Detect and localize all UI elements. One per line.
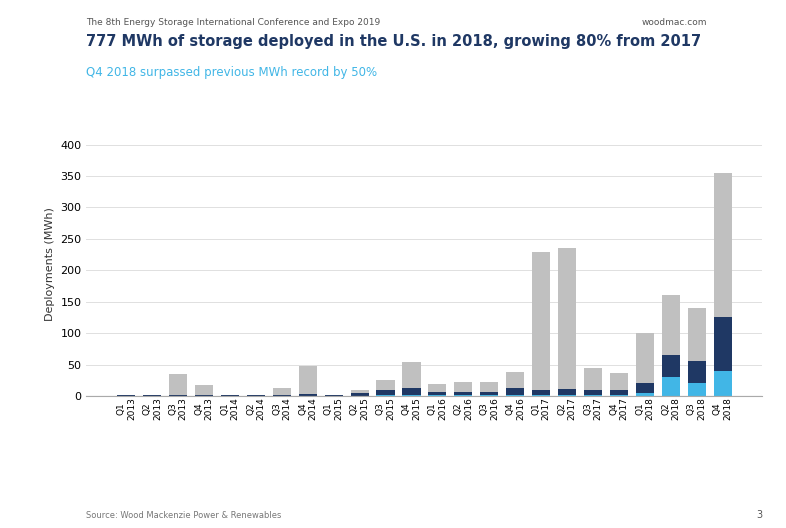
Bar [584, 390, 602, 395]
Bar [299, 366, 317, 394]
Bar [402, 362, 421, 389]
Bar [402, 395, 421, 396]
Bar [688, 308, 706, 362]
Bar [402, 389, 421, 395]
Bar [688, 362, 706, 383]
Bar [117, 395, 135, 396]
Bar [506, 372, 524, 388]
Bar [714, 317, 732, 371]
Bar [221, 395, 239, 396]
Bar [506, 395, 524, 396]
Text: 3: 3 [756, 510, 762, 520]
Bar [428, 395, 446, 396]
Bar [714, 173, 732, 317]
Bar [558, 248, 576, 389]
Bar [636, 393, 654, 396]
Bar [273, 388, 291, 395]
Bar [636, 383, 654, 393]
Bar [688, 383, 706, 396]
Bar [169, 374, 187, 395]
Bar [584, 395, 602, 396]
Text: woodmac.com: woodmac.com [642, 18, 707, 27]
Bar [558, 395, 576, 396]
Bar [532, 252, 550, 390]
Bar [610, 390, 628, 395]
Bar [273, 395, 291, 396]
Bar [558, 389, 576, 395]
Bar [247, 395, 265, 396]
Bar [454, 382, 472, 392]
Bar [143, 395, 161, 396]
Bar [376, 395, 395, 396]
Bar [325, 395, 343, 396]
Bar [662, 296, 680, 355]
Bar [454, 392, 472, 395]
Bar [480, 392, 498, 395]
Bar [428, 384, 446, 392]
Bar [662, 377, 680, 396]
Text: Q4 2018 surpassed previous MWh record by 50%: Q4 2018 surpassed previous MWh record by… [86, 66, 377, 79]
Bar [195, 395, 213, 396]
Bar [480, 395, 498, 396]
Text: 777 MWh of storage deployed in the U.S. in 2018, growing 80% from 2017: 777 MWh of storage deployed in the U.S. … [86, 34, 702, 49]
Bar [169, 395, 187, 396]
Bar [532, 390, 550, 395]
Bar [662, 355, 680, 377]
Bar [351, 390, 369, 393]
Text: Source: Wood Mackenzie Power & Renewables: Source: Wood Mackenzie Power & Renewable… [86, 511, 282, 520]
Bar [610, 373, 628, 390]
Bar [454, 395, 472, 396]
Bar [299, 394, 317, 396]
Bar [714, 371, 732, 396]
Text: The 8th Energy Storage International Conference and Expo 2019: The 8th Energy Storage International Con… [86, 18, 380, 27]
Bar [376, 390, 395, 395]
Bar [506, 388, 524, 395]
Bar [376, 380, 395, 390]
Y-axis label: Deployments (MWh): Deployments (MWh) [45, 207, 55, 321]
Bar [610, 395, 628, 396]
Bar [584, 369, 602, 390]
Bar [195, 385, 213, 395]
Bar [532, 395, 550, 396]
Bar [636, 333, 654, 383]
Bar [480, 382, 498, 392]
Bar [351, 393, 369, 396]
Bar [428, 392, 446, 395]
